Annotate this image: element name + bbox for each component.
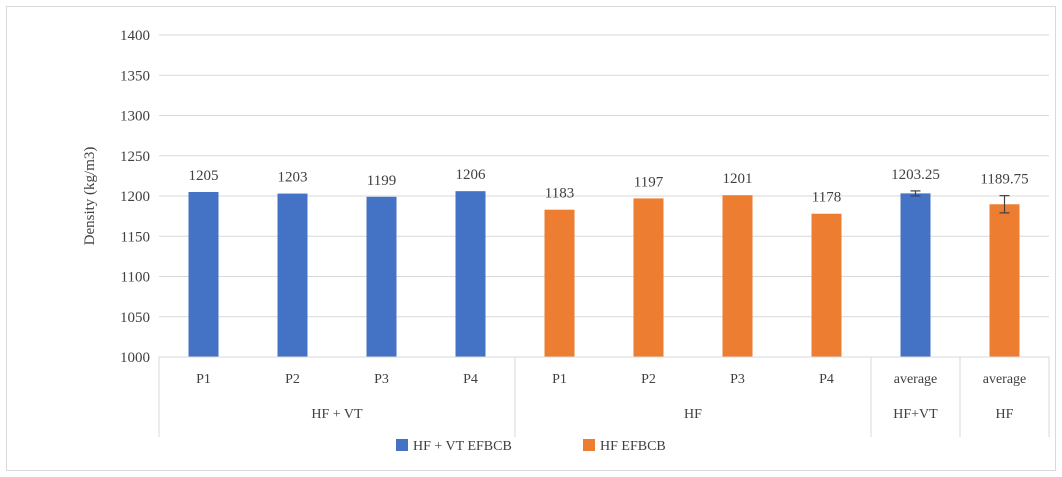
bar — [277, 193, 308, 357]
y-tick-label: 1400 — [120, 28, 150, 44]
y-tick-label: 1100 — [121, 270, 150, 286]
data-label: 1197 — [634, 174, 664, 190]
x-category-label: P4 — [819, 372, 834, 387]
y-tick-label: 1050 — [120, 310, 150, 326]
y-tick-label: 1200 — [120, 189, 150, 205]
legend: HF + VT EFBCB HF EFBCB — [396, 439, 666, 454]
x-group-label: HF — [996, 407, 1014, 422]
x-category-label: average — [894, 372, 938, 387]
data-label: 1206 — [456, 167, 487, 183]
legend-label: HF + VT EFBCB — [413, 439, 512, 454]
y-tick-label: 1000 — [120, 350, 150, 366]
data-label: 1203 — [278, 170, 308, 186]
x-category-label: P1 — [552, 372, 567, 387]
x-category-label: P3 — [374, 372, 389, 387]
x-category-label: average — [983, 372, 1027, 387]
legend-swatch — [583, 439, 595, 451]
legend-label: HF EFBCB — [600, 439, 666, 454]
chart-frame — [6, 6, 1056, 471]
y-tick-label: 1350 — [120, 68, 150, 84]
data-label: 1201 — [723, 171, 753, 187]
y-axis-title: Density (kg/m3) — [82, 147, 98, 246]
y-tick-label: 1250 — [120, 149, 150, 165]
data-label: 1178 — [812, 190, 841, 206]
bar — [722, 195, 753, 357]
bar — [633, 198, 664, 357]
x-category-label: P3 — [730, 372, 745, 387]
x-group-label: HF+VT — [893, 407, 938, 422]
x-category-label: P2 — [641, 372, 656, 387]
x-group-label: HF — [684, 407, 702, 422]
legend-swatch — [396, 439, 408, 451]
data-label: 1203.25 — [891, 167, 940, 183]
x-category-label: P1 — [196, 372, 211, 387]
bar — [989, 204, 1020, 357]
y-tick-label: 1300 — [120, 109, 150, 125]
x-axis-categories: P1 P2 P3 P4 P1 P2 P3 P4 average average HF + VT HF H… — [158, 356, 1050, 437]
data-label: 1205 — [189, 168, 219, 184]
data-label: 1183 — [545, 186, 574, 202]
bar — [455, 191, 486, 357]
bars: 1205 1203 1199 1206 1183 1197 1201 1178 1203.25 1… — [188, 167, 1029, 357]
y-axis-ticks: 1000 1050 1100 1150 1200 1250 1300 1350 1400 — [120, 28, 150, 366]
x-category-label: P2 — [285, 372, 300, 387]
bar — [544, 209, 575, 357]
bar — [366, 196, 397, 357]
x-group-label: HF + VT — [311, 407, 363, 422]
x-category-label: P4 — [463, 372, 478, 387]
bar — [900, 193, 931, 357]
data-label: 1189.75 — [980, 172, 1028, 188]
bar — [188, 191, 219, 357]
bar — [811, 213, 842, 357]
data-label: 1199 — [367, 173, 396, 189]
y-tick-label: 1150 — [121, 229, 150, 245]
